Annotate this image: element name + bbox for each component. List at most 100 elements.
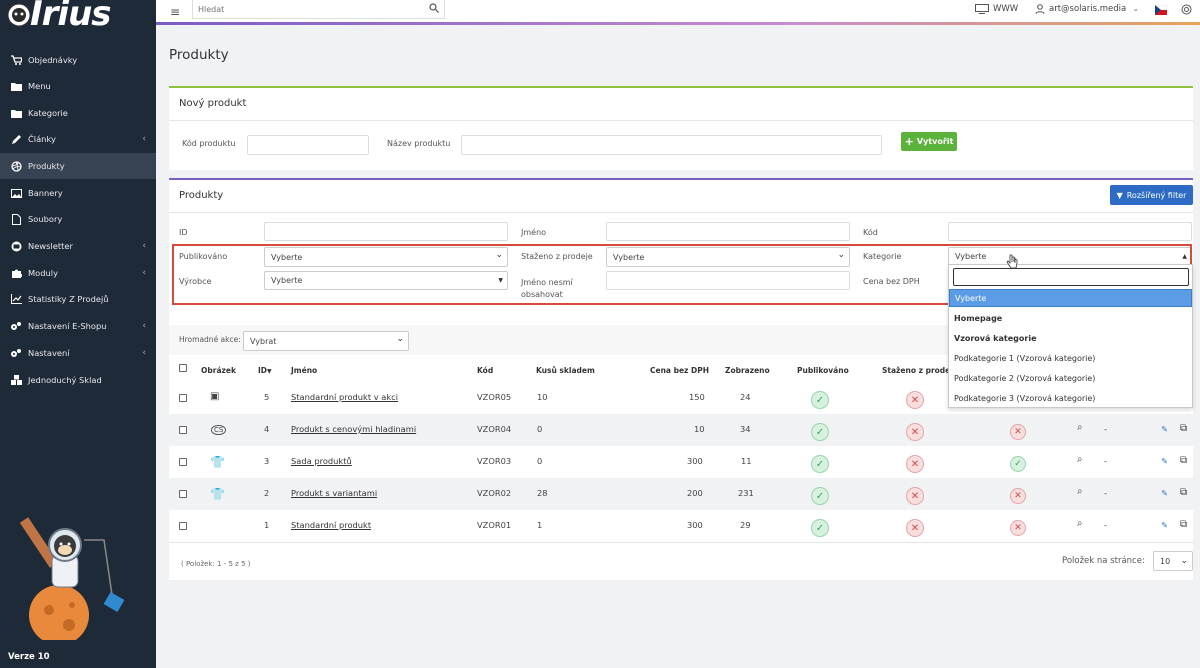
column-header-stock[interactable]: Kusů skladem [536,366,595,375]
filter-id-input[interactable] [264,222,508,241]
settings-icon[interactable] [1181,4,1192,15]
product-code-input[interactable] [247,135,369,155]
sidebar-item-newsletter[interactable]: Newsletter ‹ [0,233,156,259]
page-size-select[interactable]: 10 ⌄ [1153,551,1193,571]
sidebar-item-kategorie[interactable]: Kategorie [0,100,156,126]
bulk-actions-select[interactable]: Vybrat ⌄ [243,331,409,351]
monitor-icon [975,4,989,14]
copy-icon[interactable]: ⧉ [1180,423,1188,434]
search-input[interactable] [198,5,398,14]
filter-exclude-input[interactable] [606,271,850,290]
dropdown-option[interactable]: Podkategorie 1 (Vzorová kategorie) [954,354,1096,363]
filter-producer-select[interactable]: Vyberte ▼ [264,271,508,290]
withdrawn-cross-icon[interactable]: ✕ [906,391,924,409]
dropdown-option[interactable]: Homepage [954,314,1003,323]
select-all-checkbox[interactable] [179,364,187,372]
sidebar-item-bannery[interactable]: Bannery [0,180,156,206]
sidebar-item-soubory[interactable]: Soubory [0,206,156,232]
category-dropdown-search[interactable] [953,268,1189,286]
sidebar-item-statistiky[interactable]: Statistiky Z Prodejů [0,286,156,312]
column-header-code[interactable]: Kód [477,366,494,375]
row-name-link[interactable]: Produkt s variantami [291,488,378,498]
row-name-link[interactable]: Standardní produkt v akci [291,392,399,402]
hand-cursor-icon [1006,254,1018,269]
sidebar-item-nastaveni-eshopu[interactable]: Nastavení E-Shopu ‹ [0,313,156,339]
row-price: 150 [689,392,705,402]
sidebar-item-sklad[interactable]: Jednoduchý Sklad [0,367,156,393]
column-header-id[interactable]: ID▼ [258,366,272,375]
column-header-published[interactable]: Publikováno [797,366,849,375]
row-name-link[interactable]: Produkt s cenovými hladinami [291,424,417,434]
sidebar-item-objednavky[interactable]: Objednávky [0,47,156,73]
row-name-link[interactable]: Standardní produkt [291,520,372,530]
withdrawn-cross-icon[interactable]: ✕ [906,423,924,441]
copy-icon[interactable]: ⧉ [1180,519,1188,530]
product-name-input[interactable] [461,135,882,155]
edit-icon[interactable]: ✎ [1161,424,1168,434]
published-check-icon[interactable]: ✓ [811,487,829,505]
edit-icon[interactable]: ✎ [1161,520,1168,530]
caret-down-icon: ▼ [498,277,503,284]
edit-icon[interactable]: ✎ [1161,488,1168,498]
select-value: Vybrat [250,336,277,346]
hamburger-icon[interactable]: ≡ [170,5,181,19]
search-icon[interactable]: ⌕ [1077,454,1083,465]
filter-published-select[interactable]: Vyberte ⌄ [264,247,508,267]
status-check-icon[interactable]: ✓ [1010,456,1026,472]
column-header-withdrawn[interactable]: Staženo z prodeje [882,366,958,375]
www-link[interactable]: WWW [975,4,1018,14]
brand-logo[interactable]: Irius [30,0,112,34]
sidebar-item-produkty[interactable]: Produkty [0,153,156,179]
copy-icon[interactable]: ⧉ [1180,455,1188,466]
sidebar-item-clanky[interactable]: Články ‹ [0,126,156,152]
dropdown-option[interactable]: Vzorová kategorie [954,334,1037,343]
dropdown-option-selected[interactable]: Vyberte [949,289,1192,307]
items-count: ( Položek: 1 - 5 z 5 ) [181,560,251,568]
user-menu[interactable]: art@solaris.media ⌄ [1035,4,1139,14]
advanced-filter-button[interactable]: ▼ Rozšířený filter [1110,185,1193,205]
search-icon[interactable]: ⌕ [1077,518,1083,529]
copy-icon[interactable]: ⧉ [1180,487,1188,498]
row-checkbox[interactable] [179,426,187,434]
status-cross-icon[interactable]: ✕ [1010,520,1026,536]
select-value: 10 [1160,556,1171,566]
sidebar-item-moduly[interactable]: Moduly ‹ [0,260,156,286]
published-check-icon[interactable]: ✓ [811,391,829,409]
search-icon[interactable]: ⌕ [1077,486,1083,497]
search-icon[interactable]: ⌕ [1077,422,1083,433]
divider [169,542,1193,543]
flag-cz-icon[interactable] [1155,5,1167,15]
column-header-views[interactable]: Zobrazeno [725,366,770,375]
published-check-icon[interactable]: ✓ [811,455,829,473]
filter-withdrawn-select[interactable]: Vyberte ⌄ [606,247,850,267]
row-checkbox[interactable] [179,458,187,466]
tshirt-thumbnail-icon: 👕 [210,487,225,501]
status-cross-icon[interactable]: ✕ [1010,424,1026,440]
astronaut-mascot-illustration [19,517,125,640]
create-product-button[interactable]: + Vytvořit [901,132,957,151]
row-checkbox[interactable] [179,490,187,498]
filter-code-input[interactable] [948,222,1192,241]
top-bar-accent [156,22,1200,25]
edit-icon[interactable]: ✎ [1161,456,1168,466]
withdrawn-cross-icon[interactable]: ✕ [906,455,924,473]
row-name-link[interactable]: Sada produktů [291,456,352,466]
row-checkbox[interactable] [179,394,187,402]
sidebar-item-nastaveni[interactable]: Nastavení ‹ [0,340,156,366]
row-checkbox[interactable] [179,522,187,530]
row-stock: 0 [537,456,543,466]
search-icon[interactable] [429,3,439,13]
column-header-price[interactable]: Cena bez DPH [650,366,710,375]
dropdown-option[interactable]: Podkategorie 3 (Vzorová kategorie) [954,394,1096,403]
published-check-icon[interactable]: ✓ [811,423,829,441]
withdrawn-cross-icon[interactable]: ✕ [906,519,924,537]
published-check-icon[interactable]: ✓ [811,519,829,537]
dropdown-option[interactable]: Podkategorie 2 (Vzorová kategorie) [954,374,1096,383]
status-cross-icon[interactable]: ✕ [1010,488,1026,504]
sidebar-item-menu[interactable]: Menu [0,73,156,99]
filter-name-input[interactable] [606,222,850,241]
column-header-name[interactable]: Jméno [291,366,318,375]
chevron-down-icon: ⌄ [1132,4,1140,14]
withdrawn-cross-icon[interactable]: ✕ [906,487,924,505]
filter-price-label: Cena bez DPH [863,277,920,286]
